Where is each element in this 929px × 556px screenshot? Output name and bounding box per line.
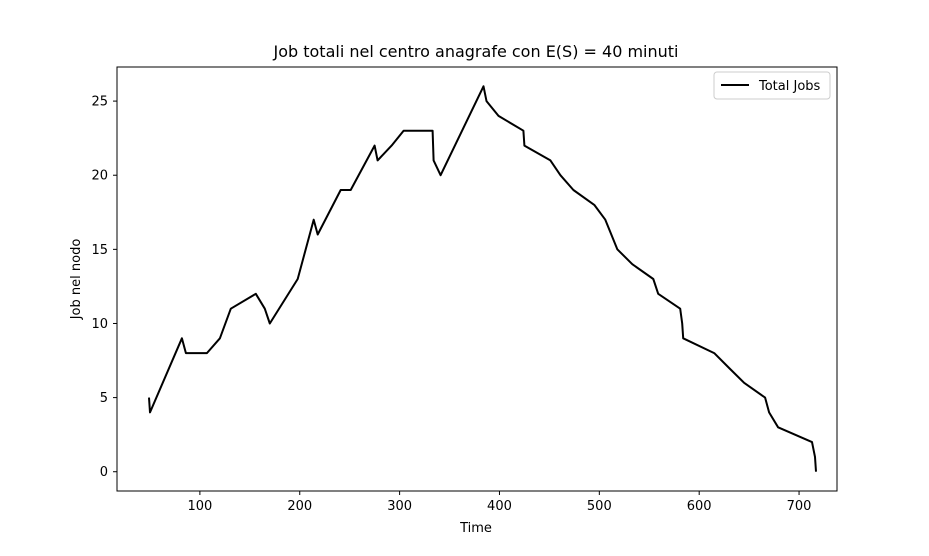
chart-title: Job totali nel centro anagrafe con E(S) …	[272, 42, 678, 61]
series-layer	[148, 85, 817, 472]
legend-label: Total Jobs	[758, 79, 821, 94]
x-tick-label: 500	[587, 499, 612, 514]
x-axis: 100 200 300 400 500 600 700	[187, 491, 811, 514]
y-axis-label: Job nel nodo	[69, 239, 84, 321]
x-tick-label: 100	[187, 499, 212, 514]
y-tick-label: 10	[91, 317, 108, 332]
y-axis: 0 5 10 15 20 25	[91, 95, 117, 480]
x-tick-label: 400	[487, 499, 512, 514]
y-tick-label: 0	[100, 465, 108, 480]
legend-box	[713, 71, 831, 100]
x-tick-label: 700	[787, 499, 812, 514]
x-tick-label: 600	[687, 499, 712, 514]
series-line-total-jobs	[148, 85, 817, 472]
x-axis-label: Time	[459, 521, 492, 536]
plot-area-frame	[116, 66, 838, 492]
y-tick-label: 5	[100, 391, 108, 406]
x-tick-label: 200	[287, 499, 312, 514]
x-tick-label: 300	[387, 499, 412, 514]
legend: Total Jobs	[713, 71, 831, 100]
y-tick-label: 25	[91, 95, 108, 110]
y-tick-label: 15	[91, 243, 108, 258]
y-tick-label: 20	[91, 169, 108, 184]
